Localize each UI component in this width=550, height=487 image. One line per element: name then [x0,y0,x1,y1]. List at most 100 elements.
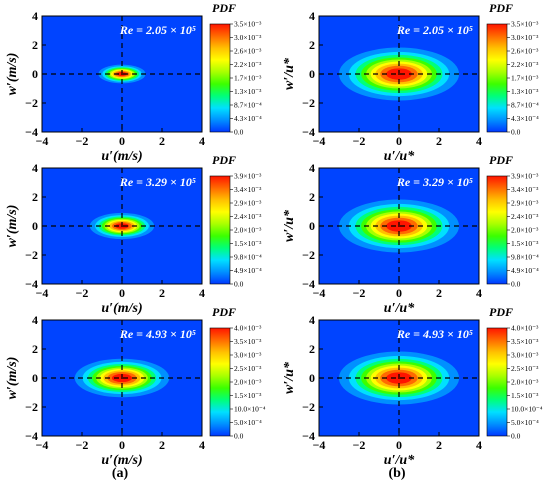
y-tick-label: 4 [32,161,38,175]
reynolds-annotation: Re = 3.29 × 10⁵ [119,175,196,189]
x-tick-label: 2 [436,134,442,148]
chart-panel-b3: −4−4 −2 −2 0 0 2 2 4 4 u′/u* w′/u* Re = 4.93 × 10⁵ P… [282,305,543,468]
y-tick-label: −4 [25,277,38,291]
y-axis-label: w′(m/s) [5,53,20,96]
colorbar-tick-label: 10.0×10⁻⁴ [511,405,543,414]
x-tick-label: 2 [159,134,165,148]
y-tick-label: 2 [32,342,38,356]
x-tick-label: 4 [199,286,205,300]
colorbar-tick-label: 3.0×10⁻³ [234,351,262,360]
x-tick-label: −4 [36,286,49,300]
colorbar-title: PDF [212,305,236,319]
colorbar-tick-label: 0.0 [511,128,521,137]
colorbar-tick-label: 2.2×10⁻³ [511,60,539,69]
colorbar-tick-label: 2.2×10⁻³ [234,60,262,69]
y-axis-label: w′(m/s) [5,205,20,248]
x-tick-label: 4 [199,134,205,148]
x-tick-label: −4 [36,134,49,148]
colorbar [209,327,231,437]
x-tick-label: 2 [436,286,442,300]
colorbar-tick-label: 4.3×10⁻⁴ [511,114,539,123]
colorbar [209,23,231,133]
x-axis-label: u′/u* [384,453,415,468]
y-tick-label: 2 [309,342,315,356]
x-tick-label: 0 [119,438,125,452]
y-tick-label: −2 [302,96,315,110]
colorbar-tick-label: 8.7×10⁻⁴ [511,101,539,110]
chart-panel-a3: −4−4 −2 −2 0 0 2 2 4 4 u′(m/s) w′(m/s) Re = 4.93 × … [5,305,266,468]
colorbar-tick-label: 2.4×10⁻³ [511,212,539,221]
y-axis-label: w′/u* [282,361,297,394]
colorbar-tick-label: 1.7×10⁻³ [511,74,539,83]
colorbar-tick-label: 0.0 [234,432,244,441]
y-tick-label: −2 [302,400,315,414]
colorbar-title: PDF [489,305,513,319]
chart-panel-b1: −4−4 −2 −2 0 0 2 2 4 4 u′/u* w′/u* Re = 2.05 × 10⁵ P… [282,1,539,164]
y-tick-label: −4 [302,429,315,443]
colorbar-tick-label: 10.0×10⁻⁴ [234,405,266,414]
panel-label-b: (b) [388,466,405,481]
x-axis-label: u′/u* [384,149,415,164]
colorbar [486,23,508,133]
colorbar-tick-label: 1.5×10⁻³ [234,239,262,248]
colorbar [486,327,508,437]
colorbar-tick-label: 4.3×10⁻⁴ [234,114,262,123]
colorbar-tick-label: 2.5×10⁻³ [511,364,539,373]
x-tick-label: 4 [476,134,482,148]
reynolds-annotation: Re = 4.93 × 10⁵ [119,327,196,341]
colorbar-tick-label: 2.4×10⁻³ [234,212,262,221]
colorbar-tick-label: 0.0 [234,128,244,137]
y-tick-label: 0 [32,371,38,385]
x-tick-label: −2 [353,286,366,300]
y-axis-label: w′/u* [282,57,297,90]
colorbar-tick-label: 9.8×10⁻⁴ [511,253,539,262]
colorbar-tick-label: 2.0×10⁻³ [511,378,539,387]
colorbar-tick-label: 0.0 [511,280,521,289]
chart-panel-b2: −4−4 −2 −2 0 0 2 2 4 4 u′/u* w′/u* Re = 3.29 × 10⁵ P… [282,153,539,316]
y-tick-label: 4 [309,9,315,23]
y-tick-label: −2 [25,400,38,414]
colorbar-tick-label: 2.6×10⁻³ [511,47,539,56]
colorbar-tick-label: 1.5×10⁻³ [511,391,539,400]
x-tick-label: 4 [476,286,482,300]
y-tick-label: 0 [309,67,315,81]
colorbar [209,175,231,285]
x-tick-label: 2 [159,286,165,300]
colorbar-tick-label: 3.0×10⁻³ [511,351,539,360]
y-tick-label: 0 [32,219,38,233]
colorbar-tick-label: 3.5×10⁻³ [511,20,539,29]
x-tick-label: 2 [159,438,165,452]
y-tick-label: 4 [309,161,315,175]
colorbar-tick-label: 1.3×10⁻³ [511,87,539,96]
reynolds-annotation: Re = 4.93 × 10⁵ [396,327,473,341]
y-tick-label: −2 [25,248,38,262]
y-axis-label: w′/u* [282,209,297,242]
y-tick-label: 0 [32,67,38,81]
colorbar-tick-label: 4.9×10⁻⁴ [234,266,262,275]
colorbar-tick-label: 3.5×10⁻³ [234,337,262,346]
colorbar-tick-label: 2.6×10⁻³ [234,47,262,56]
colorbar-tick-label: 3.5×10⁻³ [234,20,262,29]
y-tick-label: −4 [25,125,38,139]
x-tick-label: −4 [36,438,49,452]
colorbar-tick-label: 3.0×10⁻³ [511,33,539,42]
x-tick-label: −2 [353,438,366,452]
y-tick-label: 0 [309,371,315,385]
colorbar-tick-label: 1.7×10⁻³ [234,74,262,83]
colorbar-tick-label: 1.5×10⁻³ [234,391,262,400]
colorbar [486,175,508,285]
colorbar-tick-label: 3.4×10⁻³ [234,185,262,194]
y-tick-label: −4 [302,125,315,139]
colorbar-tick-label: 1.5×10⁻³ [511,239,539,248]
y-tick-label: −2 [25,96,38,110]
x-tick-label: −4 [313,286,326,300]
colorbar-tick-label: 9.8×10⁻⁴ [234,253,262,262]
colorbar-tick-label: 3.9×10⁻³ [234,172,262,181]
x-tick-label: −4 [313,438,326,452]
y-tick-label: −4 [302,277,315,291]
y-tick-label: 2 [32,38,38,52]
x-tick-label: 0 [396,134,402,148]
colorbar-tick-label: 2.0×10⁻³ [511,226,539,235]
colorbar-title: PDF [212,153,236,167]
